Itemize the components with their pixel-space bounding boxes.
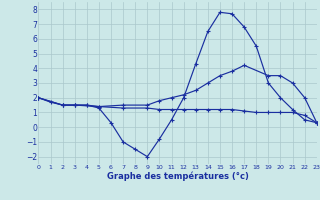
X-axis label: Graphe des températures (°c): Graphe des températures (°c) xyxy=(107,172,249,181)
